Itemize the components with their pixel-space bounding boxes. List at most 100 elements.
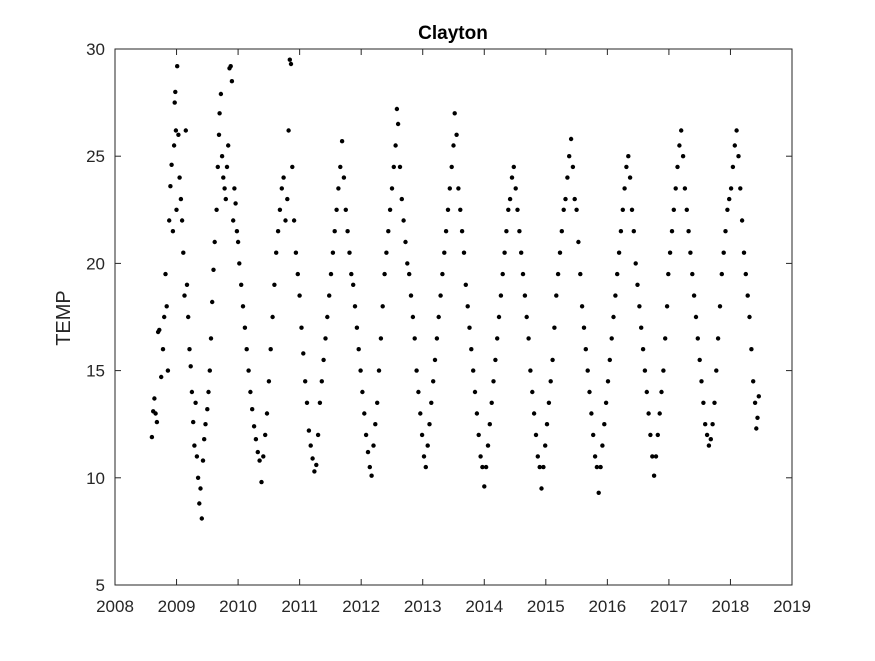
data-point (210, 299, 215, 305)
data-point (725, 207, 730, 212)
data-point (231, 218, 236, 223)
data-point (376, 368, 382, 373)
data-point (651, 473, 657, 478)
data-point (642, 368, 648, 373)
data-point (194, 454, 200, 459)
data-point (261, 454, 266, 459)
data-point (205, 407, 210, 412)
data-point (288, 61, 294, 67)
data-point (408, 293, 414, 298)
data-point (745, 293, 750, 298)
data-point (543, 443, 548, 448)
data-point (738, 186, 743, 191)
data-point (699, 379, 704, 384)
data-point (454, 132, 459, 137)
data-point (314, 462, 319, 468)
data-point (191, 419, 196, 425)
plot-area-border (114, 48, 793, 586)
data-point (347, 250, 352, 255)
data-point (589, 411, 594, 416)
data-point (177, 175, 182, 180)
data-point (467, 325, 472, 330)
data-point (165, 368, 171, 373)
data-point (706, 443, 712, 448)
data-point (451, 143, 456, 148)
x-tick-label: 2008 (96, 597, 134, 616)
data-point (465, 304, 470, 309)
data-point (386, 229, 391, 234)
data-point (391, 164, 396, 170)
data-point (635, 282, 640, 287)
data-point (752, 400, 758, 405)
data-point (431, 379, 436, 384)
data-point (594, 464, 600, 470)
data-point (519, 250, 524, 255)
data-point (360, 389, 365, 395)
data-point (578, 271, 583, 277)
data-point (152, 396, 157, 401)
data-point (287, 57, 292, 62)
data-point (226, 143, 231, 148)
data-point (491, 379, 496, 384)
data-point (661, 368, 666, 373)
data-point (679, 128, 684, 133)
data-point (162, 314, 167, 320)
data-point (756, 394, 761, 399)
data-point (186, 314, 191, 320)
data-point (367, 464, 372, 470)
data-point (246, 368, 251, 373)
data-point (671, 207, 676, 212)
data-point (751, 379, 756, 384)
data-point (438, 293, 443, 298)
data-point (317, 400, 323, 405)
data-point (434, 336, 440, 341)
data-point (306, 428, 312, 433)
data-point (266, 379, 272, 384)
data-point (290, 164, 295, 170)
data-point (174, 207, 179, 212)
data-point (168, 184, 173, 189)
data-point (598, 464, 603, 470)
data-point (354, 325, 360, 330)
data-point (579, 304, 585, 309)
data-point (587, 389, 592, 395)
data-point (184, 282, 190, 287)
data-point (197, 501, 202, 506)
data-point (511, 164, 516, 170)
data-point (407, 271, 412, 277)
data-point (237, 261, 242, 266)
data-point (555, 271, 561, 277)
data-point (160, 347, 166, 352)
data-point (548, 379, 553, 384)
data-point (259, 479, 264, 485)
data-point (330, 250, 336, 255)
data-point (605, 379, 611, 384)
chart-title: Clayton (418, 23, 488, 44)
data-point (585, 368, 590, 373)
data-point (500, 271, 505, 277)
data-point (274, 250, 279, 255)
data-point (423, 464, 428, 470)
data-point (639, 325, 644, 330)
x-tick-label: 2013 (404, 597, 442, 616)
data-point (427, 422, 432, 427)
data-point (169, 162, 174, 167)
y-tick-label: 20 (86, 254, 105, 273)
data-point (221, 175, 226, 180)
data-point (648, 432, 653, 438)
data-point (476, 432, 481, 438)
data-point (189, 389, 195, 395)
data-point (456, 186, 461, 191)
data-point (154, 419, 160, 425)
data-point (537, 464, 542, 470)
data-point (240, 304, 246, 309)
data-point (664, 304, 670, 309)
data-point (732, 143, 737, 148)
data-point (286, 128, 291, 133)
data-point (218, 91, 224, 97)
data-point (667, 250, 673, 255)
data-point (513, 186, 518, 191)
data-point (365, 449, 371, 455)
data-point (251, 424, 257, 429)
